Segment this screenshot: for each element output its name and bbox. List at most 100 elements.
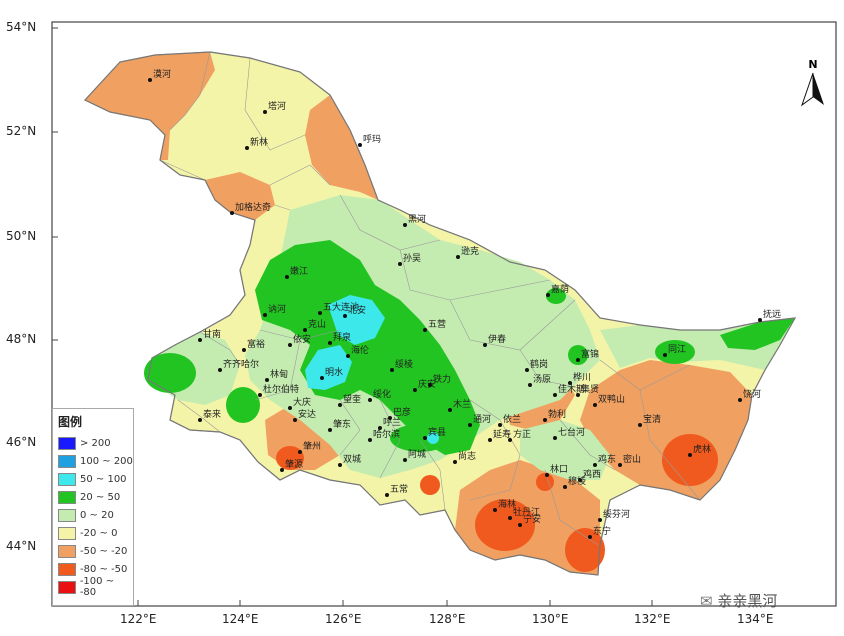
watermark: ✉ 亲亲黑河	[700, 590, 777, 611]
city-dot-jiayin	[546, 293, 550, 297]
region-red-south-small	[420, 475, 440, 495]
city-label-fujin: 富锦	[581, 348, 599, 360]
legend-label: -80 ~ -50	[80, 563, 128, 575]
city-label-sunwu: 孙吴	[403, 252, 421, 264]
city-label-huachuan: 桦川	[573, 371, 591, 383]
city-dot-mudanjiang	[508, 516, 512, 520]
legend-swatch	[58, 472, 76, 486]
legend-swatch	[58, 562, 76, 576]
city-label-jiamusi: 佳木斯	[558, 383, 585, 395]
lon-label-134: 134°E	[737, 612, 774, 626]
city-label-wudalianchi: 五大连池	[323, 301, 359, 313]
city-dot-fuyu	[242, 348, 246, 352]
city-label-boli: 勃利	[548, 408, 566, 420]
city-dot-jixian	[576, 393, 580, 397]
lat-label-44: 44°N	[6, 539, 37, 553]
city-dot-shangzhi	[453, 460, 457, 464]
city-dot-raohe	[738, 398, 742, 402]
city-dot-boli	[543, 418, 547, 422]
city-label-jiagedaqi: 加格达奇	[235, 201, 271, 213]
city-dot-gannan	[198, 338, 202, 342]
city-dot-hailin	[493, 508, 497, 512]
legend-label: -20 ~ 0	[80, 527, 118, 539]
legend-swatch	[58, 526, 76, 540]
city-label-anda: 安达	[298, 408, 316, 420]
city-dot-tailai	[198, 418, 202, 422]
city-label-keshan: 克山	[308, 319, 326, 330]
city-label-suihua: 绥化	[373, 388, 391, 400]
legend-label: 0 ~ 20	[80, 509, 114, 521]
city-dot-qitaihe	[553, 436, 557, 440]
region-green-west	[144, 353, 196, 393]
lat-label-50: 50°N	[6, 229, 37, 243]
city-dot-zhaodong	[328, 428, 332, 432]
city-label-wuying: 五营	[428, 318, 446, 330]
city-dot-mohe	[148, 78, 152, 82]
city-dot-ningan	[518, 523, 522, 527]
region-orange-huma	[305, 95, 378, 200]
city-dot-muling	[563, 485, 567, 489]
city-dot-zhaoyuan	[280, 468, 284, 472]
legend-label: 20 ~ 50	[80, 491, 121, 503]
city-label-qitaihe: 七台河	[558, 426, 585, 438]
city-label-nenjiang: 嫩江	[290, 265, 308, 277]
city-label-wuchang: 五常	[390, 483, 408, 495]
legend-item: 0 ~ 20	[53, 506, 133, 524]
city-label-hulin: 虎林	[693, 443, 711, 455]
city-dot-fuyuan	[758, 318, 762, 322]
region-red-dongning	[565, 528, 605, 572]
city-label-wangkui: 望奎	[343, 393, 361, 405]
city-dot-fujin	[576, 358, 580, 362]
city-label-yilan: 依兰	[503, 413, 521, 425]
city-label-daqing: 大庆	[293, 396, 311, 408]
city-label-fuyu: 富裕	[247, 338, 265, 350]
legend-item: -100 ~ -80	[53, 576, 133, 598]
city-label-tongjiang: 同江	[668, 344, 686, 355]
lon-label-126: 126°E	[325, 612, 362, 626]
lat-label-54: 54°N	[6, 20, 37, 34]
city-label-hegang: 鹤岗	[530, 358, 548, 370]
lon-label-124: 124°E	[222, 612, 259, 626]
city-label-tahe: 塔河	[268, 100, 286, 112]
city-label-zhaoyuan: 肇源	[285, 458, 303, 470]
city-label-suifenhe: 绥芬河	[603, 508, 630, 520]
city-dot-suihua	[368, 398, 372, 402]
city-label-jixian: 集贤	[581, 383, 599, 395]
city-dot-qingan	[413, 388, 417, 392]
city-label-yanshou: 延寿	[493, 428, 511, 440]
legend-item: 20 ~ 50	[53, 488, 133, 506]
city-dot-yian	[288, 343, 292, 347]
region-green-haerbin	[390, 424, 450, 452]
city-dot-mishan	[618, 463, 622, 467]
city-label-xunke: 逊克	[461, 246, 479, 257]
city-label-hailin: 海林	[498, 498, 516, 510]
watermark-text: 亲亲黑河	[717, 592, 778, 610]
city-label-tonghe: 通河	[473, 413, 491, 425]
legend-title: 图例	[58, 415, 83, 429]
city-dot-xunke	[456, 255, 460, 259]
city-dot-acheng	[403, 458, 407, 462]
legend-label: 100 ~ 200	[80, 455, 133, 467]
city-dot-tangyuan	[528, 383, 532, 387]
city-dot-heihe	[403, 223, 407, 227]
city-dot-tonghe	[468, 423, 472, 427]
legend-label: -100 ~ -80	[79, 576, 115, 598]
city-dot-binxian	[423, 436, 427, 440]
city-dot-wangkui	[338, 403, 342, 407]
city-label-jiayin: 嘉荫	[551, 283, 569, 295]
legend-item: -80 ~ -50	[53, 560, 133, 578]
region-green-tongjiang	[655, 340, 695, 364]
city-dot-yilan	[498, 423, 502, 427]
city-dot-xinlin	[245, 146, 249, 150]
city-dot-daqing	[288, 406, 292, 410]
region-orange-mohe	[85, 52, 215, 160]
city-label-mulan: 木兰	[453, 398, 471, 410]
legend-item: -20 ~ 0	[53, 524, 133, 542]
lat-label-48: 48°N	[6, 332, 37, 346]
city-dot-jidong	[593, 463, 597, 467]
city-dot-tahe	[263, 110, 267, 114]
wechat-icon: ✉	[700, 592, 713, 610]
city-dot-zhaozhou	[298, 450, 302, 454]
city-label-dongning: 东宁	[593, 525, 611, 537]
province-outline	[84, 51, 797, 576]
